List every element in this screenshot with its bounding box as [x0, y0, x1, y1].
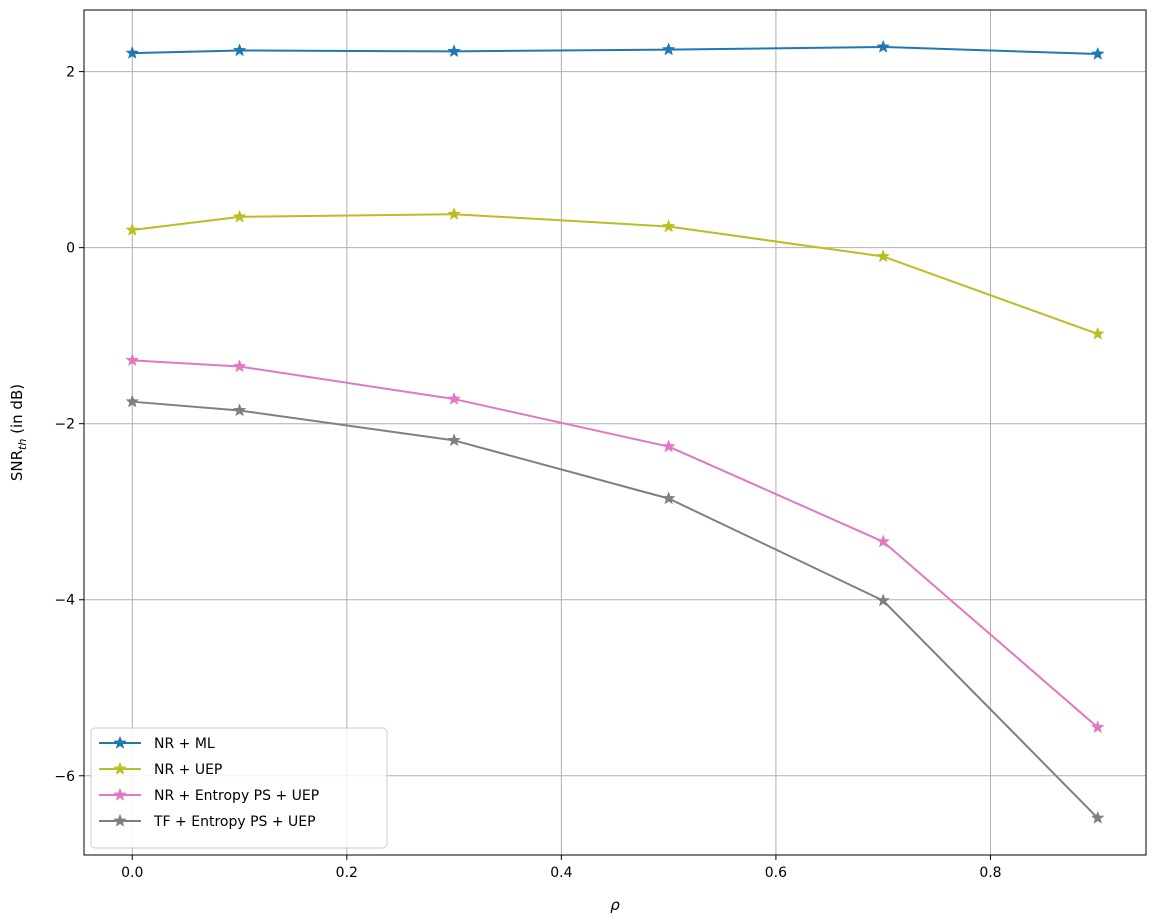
legend-label: NR + ML: [154, 736, 215, 752]
plot-frame: [83, 9, 1147, 856]
data-point: [876, 534, 891, 548]
data-point: [125, 222, 140, 236]
data-point: [661, 491, 676, 505]
y-axis-label-suffix: (in dB): [8, 384, 26, 439]
data-point: [876, 593, 891, 607]
legend-label: TF + Entropy PS + UEP: [153, 814, 316, 830]
ticks: 0.0 0.2 0.4 0.6 0.8 2 0 −2 −4 −6: [54, 65, 1001, 881]
x-tick-label: 0.0: [121, 865, 143, 881]
data-point: [232, 359, 247, 373]
legend-item: TF + Entropy PS + UEP: [99, 813, 316, 830]
x-tick-label: 0.2: [336, 865, 358, 881]
data-point: [125, 394, 140, 408]
y-tick-label: 0: [66, 241, 75, 257]
series-1: [125, 39, 1105, 60]
data-point: [232, 209, 247, 223]
data-point: [1090, 810, 1105, 824]
data-point: [125, 45, 140, 59]
data-point: [661, 42, 676, 56]
legend-box: [90, 727, 388, 849]
series-2: [125, 206, 1105, 340]
series-line: [132, 45, 1098, 56]
data-point: [876, 249, 891, 263]
data-point: [125, 353, 140, 367]
legend-label: NR + Entropy PS + UEP: [154, 788, 319, 804]
y-tick-label: −6: [54, 769, 75, 785]
legend-item: NR + UEP: [99, 761, 222, 778]
series-line: [132, 359, 1099, 729]
data-point: [661, 439, 676, 453]
data-point: [1090, 720, 1105, 734]
data-point: [232, 403, 247, 417]
data-point: [1090, 326, 1105, 340]
x-tick-label: 0.6: [765, 865, 787, 881]
series-4: [125, 394, 1105, 824]
data-point: [447, 391, 461, 405]
legend-swatch-marker: [113, 761, 127, 775]
y-tick-label: 2: [66, 65, 75, 81]
data-point: [876, 39, 891, 53]
legend-swatch-marker: [113, 813, 127, 827]
data-point: [1090, 46, 1105, 60]
grid: [84, 10, 1146, 855]
series-line: [132, 400, 1099, 819]
legend-item: NR + Entropy PS + UEP: [99, 787, 319, 804]
y-tick-label: −4: [54, 593, 75, 609]
series-3: [125, 353, 1105, 734]
x-tick-label: 0.8: [979, 865, 1001, 881]
x-axis-label: ρ: [610, 896, 620, 914]
data-point: [232, 43, 247, 57]
x-tick-label: 0.4: [550, 865, 572, 881]
y-tick-label: −2: [54, 417, 75, 433]
y-axis-label-subscript: th: [16, 439, 29, 450]
data-point: [447, 44, 461, 58]
legend-label: NR + UEP: [154, 762, 222, 778]
y-axis-label: SNRth (in dB): [8, 384, 29, 481]
legend: NR + ML NR + UEP NR + Entropy PS + UEP TF +…: [90, 727, 388, 849]
series-line: [132, 213, 1099, 335]
legend-swatch-marker: [113, 735, 127, 749]
legend-item: NR + ML: [99, 735, 215, 752]
data-point: [447, 433, 461, 447]
data-point: [447, 206, 461, 221]
legend-swatch-marker: [113, 787, 127, 801]
data-point: [661, 219, 676, 233]
series-layer: [125, 39, 1105, 824]
y-axis-label-base: SNR: [8, 450, 26, 481]
